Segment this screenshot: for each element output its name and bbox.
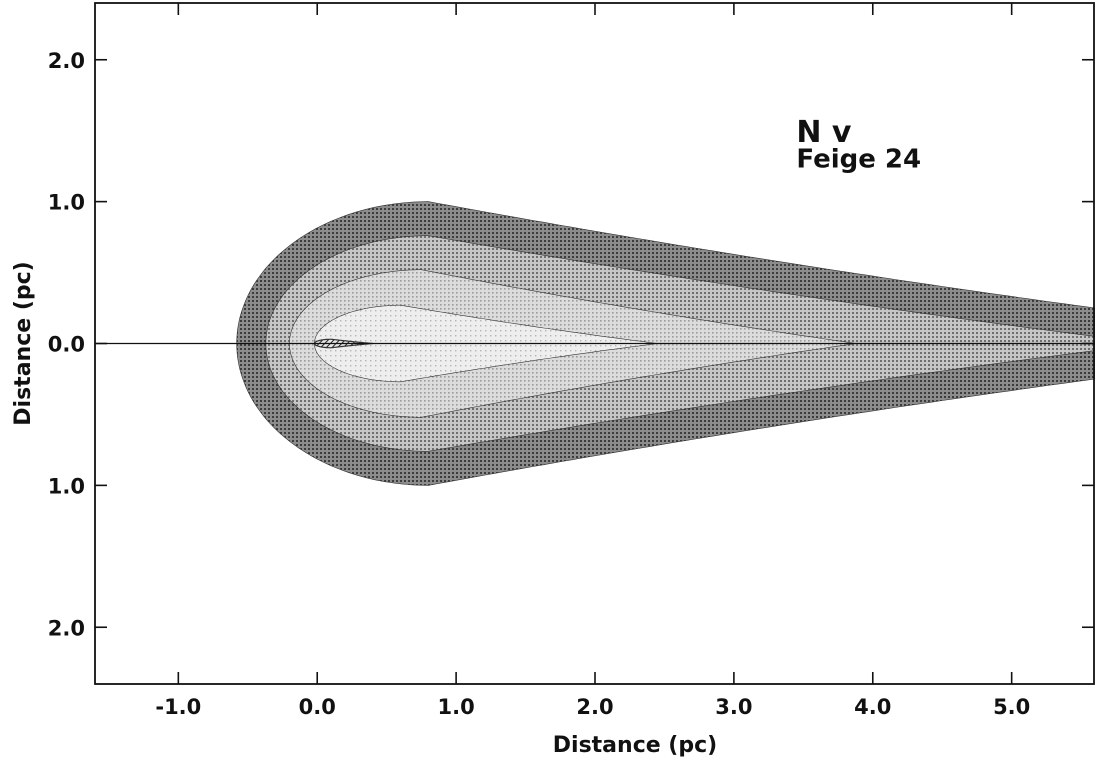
x-tick-label: -1.0 xyxy=(155,695,201,719)
x-tick-label: 3.0 xyxy=(715,695,752,719)
x-tick-label: 2.0 xyxy=(576,695,613,719)
y-tick-label: 1.0 xyxy=(48,474,85,498)
x-tick-label: 5.0 xyxy=(993,695,1030,719)
x-tick-label: 1.0 xyxy=(438,695,475,719)
y-tick-label: 2.0 xyxy=(48,49,85,73)
annotation-star-name: Feige 24 xyxy=(796,145,921,175)
y-tick-label: 0.0 xyxy=(48,333,85,357)
annotation-ion: N v xyxy=(796,115,852,150)
y-axis-label: Distance (pc) xyxy=(11,261,36,425)
x-tick-label: 0.0 xyxy=(299,695,336,719)
tick-layer: -1.0 0.0 1.0 2.0 3.0 4.0 5.0 2.0 1.0 0.0 1.0 2.0 xyxy=(48,3,1094,719)
y-tick-label: 2.0 xyxy=(48,616,85,640)
y-tick-label: 1.0 xyxy=(48,191,85,215)
x-axis-label: Distance (pc) xyxy=(553,733,717,758)
x-tick-label: 4.0 xyxy=(854,695,891,719)
